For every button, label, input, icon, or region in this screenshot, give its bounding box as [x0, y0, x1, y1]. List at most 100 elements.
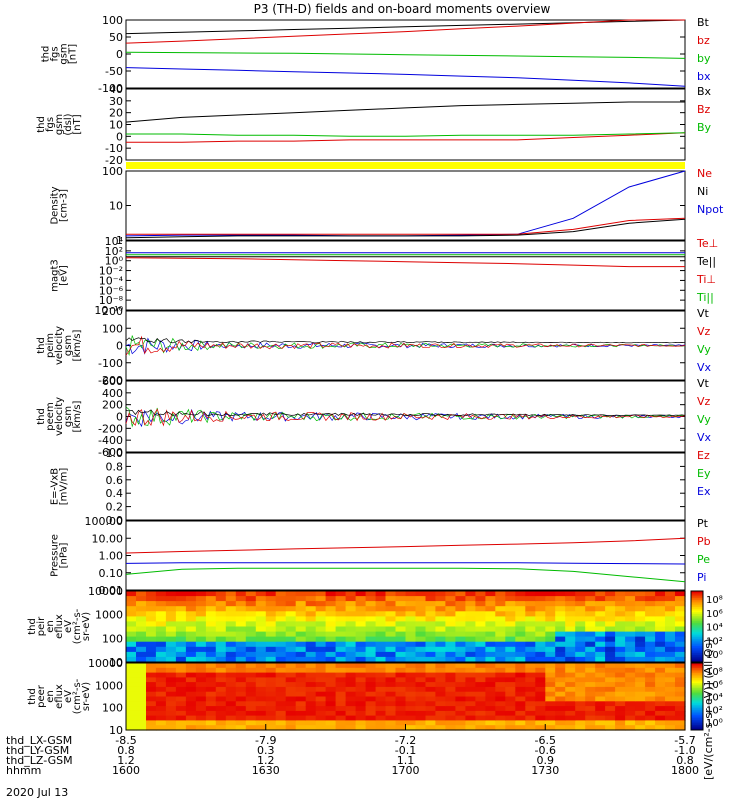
spec-cell [165, 667, 177, 674]
spec-cell [265, 611, 277, 617]
spec-cell [195, 631, 207, 638]
spec-cell [665, 686, 676, 693]
spec-cell [395, 596, 407, 602]
spec-cell [445, 672, 456, 678]
spec-cell [315, 725, 327, 731]
spec-cell [625, 686, 636, 693]
spec-cell [375, 667, 387, 674]
y-tick-label: -50 [105, 65, 123, 78]
spec-cell [155, 720, 167, 726]
spec-cell [235, 646, 247, 653]
spec-cell [265, 636, 277, 643]
spec-cell [605, 641, 616, 648]
spec-cell [325, 672, 337, 678]
spec-cell [235, 651, 247, 658]
spec-cell [605, 701, 616, 707]
spec-cell [185, 606, 197, 612]
spec-cell [435, 682, 446, 688]
spec-cell [595, 677, 606, 683]
spec-cell [415, 606, 427, 612]
spec-cell [605, 591, 616, 597]
spec-cell [265, 706, 277, 712]
y-tick-label: 0 [116, 411, 123, 424]
spec-cell [515, 591, 526, 597]
spec-cell [615, 725, 626, 731]
spec-cell [136, 696, 147, 702]
spec-cell [415, 672, 427, 678]
spec-cell [305, 667, 317, 674]
spec-cell [495, 720, 506, 726]
spec-cell [275, 621, 287, 628]
spec-cell [255, 651, 267, 658]
spec-cell [215, 631, 227, 638]
spec-cell [445, 691, 456, 698]
spec-cell [545, 616, 556, 623]
spec-cell [625, 656, 636, 663]
spec-cell [645, 651, 656, 658]
spec-cell [435, 601, 446, 607]
spec-cell [126, 641, 137, 648]
spec-cell [325, 591, 337, 597]
spec-cell [435, 720, 446, 726]
spec-cell [255, 626, 267, 633]
y-tick-label: 10⁻⁴ [99, 274, 124, 287]
spec-cell [275, 591, 287, 597]
spec-cell [555, 663, 566, 669]
spec-cell [655, 646, 666, 653]
spec-cell [425, 631, 437, 638]
spec-cell [285, 596, 297, 602]
colorbar-frame [690, 590, 704, 663]
spec-cell [475, 631, 486, 638]
colorbar-cell [691, 635, 703, 638]
spec-cell [635, 601, 646, 607]
spec-cell [375, 646, 387, 653]
spec-cell [495, 725, 506, 731]
spec-cell [595, 656, 606, 663]
spec-cell [515, 646, 526, 653]
spec-cell [445, 706, 456, 712]
spec-cell [535, 616, 546, 623]
spec-cell [485, 715, 496, 721]
spec-cell [155, 641, 167, 648]
y-tick-label: -10 [105, 142, 123, 155]
spec-cell [455, 677, 466, 683]
spec-cell [425, 710, 437, 717]
colorbar-tick: 10⁶ [706, 680, 723, 691]
spec-cell [295, 621, 307, 628]
spec-cell [325, 725, 337, 731]
spec-cell [475, 606, 486, 612]
spec-cell [575, 616, 586, 623]
spec-cell [515, 601, 526, 607]
spec-cell [345, 715, 357, 721]
spec-cell [315, 646, 327, 653]
spec-cell [185, 611, 197, 617]
y-tick-label: 10⁰ [105, 255, 124, 268]
colorbar-cell [691, 656, 703, 659]
spec-cell [435, 606, 446, 612]
spec-cell [126, 715, 137, 721]
spec-cell [175, 710, 187, 717]
colorbar-tick: 10⁶ [706, 609, 723, 620]
legend-entry: Ne [697, 167, 712, 180]
y-axis-label: thd [27, 688, 38, 705]
spec-cell [155, 646, 167, 653]
spec-cell [285, 686, 297, 693]
spec-cell [305, 691, 317, 698]
spec-cell [245, 720, 257, 726]
spec-cell [655, 596, 666, 602]
colorbar-cell [691, 646, 703, 649]
spec-cell [265, 606, 277, 612]
date-label: 2020 Jul 13 [6, 786, 68, 799]
spec-cell [175, 646, 187, 653]
spec-cell [445, 701, 456, 707]
spec-cell [255, 621, 267, 628]
spec-cell [136, 677, 147, 683]
figure-title: P3 (TH-D) fields and on-board moments ov… [254, 2, 551, 16]
spec-cell [146, 611, 157, 617]
series-Ne [126, 217, 686, 235]
spec-cell [185, 667, 197, 674]
y-tick-label: 10² [105, 245, 123, 258]
spec-cell [485, 626, 496, 633]
electron-spectrogram [125, 662, 686, 731]
spec-cell [185, 715, 197, 721]
